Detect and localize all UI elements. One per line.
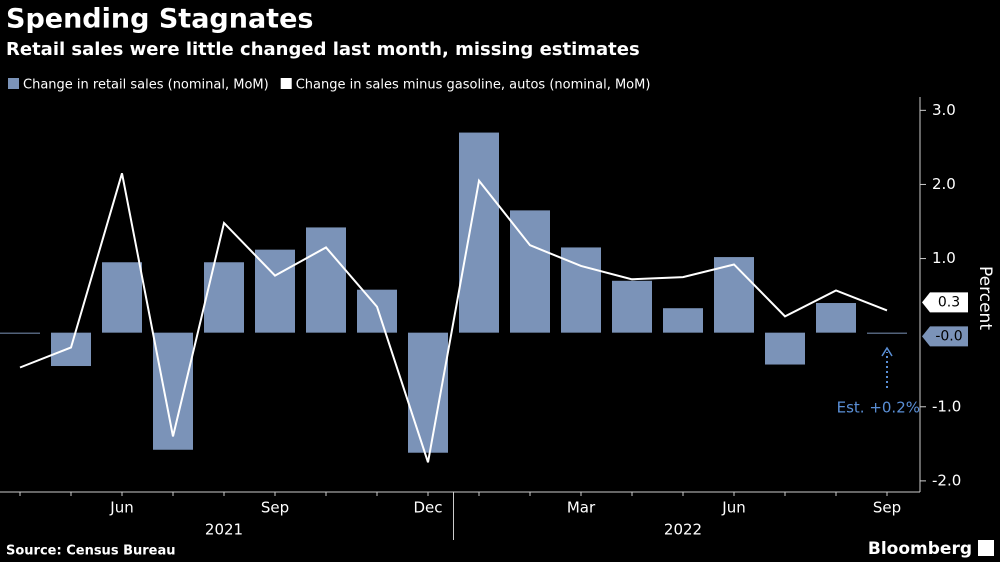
- bar: [357, 289, 397, 333]
- y-tick-label: -1.0: [932, 397, 961, 415]
- brand: Bloomberg: [868, 539, 972, 559]
- bar: [204, 262, 244, 333]
- bar: [0, 332, 40, 334]
- x-group-label: 2022: [664, 521, 702, 539]
- bar: [714, 257, 754, 333]
- bar: [459, 132, 499, 333]
- x-tick-label: Jun: [721, 499, 745, 517]
- y-tick-label: 2.0: [932, 175, 956, 193]
- x-group-label: 2021: [205, 521, 243, 539]
- bar: [816, 303, 856, 333]
- end-label: -0.0: [935, 328, 962, 344]
- bar: [612, 280, 652, 333]
- annotation: Est. +0.2%: [837, 399, 920, 417]
- x-tick-label: Jun: [109, 499, 133, 517]
- y-tick-label: -2.0: [932, 471, 961, 489]
- bar: [306, 227, 346, 333]
- bar: [510, 210, 550, 333]
- y-axis-label: Percent: [975, 266, 995, 330]
- legend-swatch: [8, 78, 19, 89]
- bar: [102, 262, 142, 333]
- source: Source: Census Bureau: [6, 544, 176, 559]
- bar: [408, 332, 448, 453]
- bar: [255, 249, 295, 333]
- y-tick-label: 3.0: [932, 101, 956, 119]
- legend-label: Change in retail sales (nominal, MoM): [23, 78, 269, 93]
- brand-icon: [978, 540, 994, 556]
- bar: [765, 332, 805, 365]
- bar: [153, 332, 193, 450]
- end-label: 0.3: [938, 294, 960, 310]
- bar: [51, 332, 91, 367]
- x-tick-label: Mar: [567, 499, 596, 517]
- line: [19, 173, 888, 463]
- bar: [867, 332, 907, 334]
- annotation-arrowhead: [881, 346, 893, 357]
- end-label-box: [922, 292, 968, 313]
- bar: [663, 308, 703, 333]
- bar: [561, 247, 601, 333]
- chart-title: Spending Stagnates: [6, 4, 313, 35]
- chart-subtitle: Retail sales were little changed last mo…: [6, 39, 640, 60]
- legend-swatch: [280, 78, 292, 89]
- x-tick-label: Sep: [261, 499, 289, 517]
- y-tick-label: 1.0: [932, 249, 956, 267]
- x-tick-label: Dec: [413, 499, 442, 517]
- x-tick-label: Sep: [873, 499, 901, 517]
- legend-label: Change in sales minus gasoline, autos (n…: [296, 78, 651, 93]
- end-label-box: [922, 326, 968, 347]
